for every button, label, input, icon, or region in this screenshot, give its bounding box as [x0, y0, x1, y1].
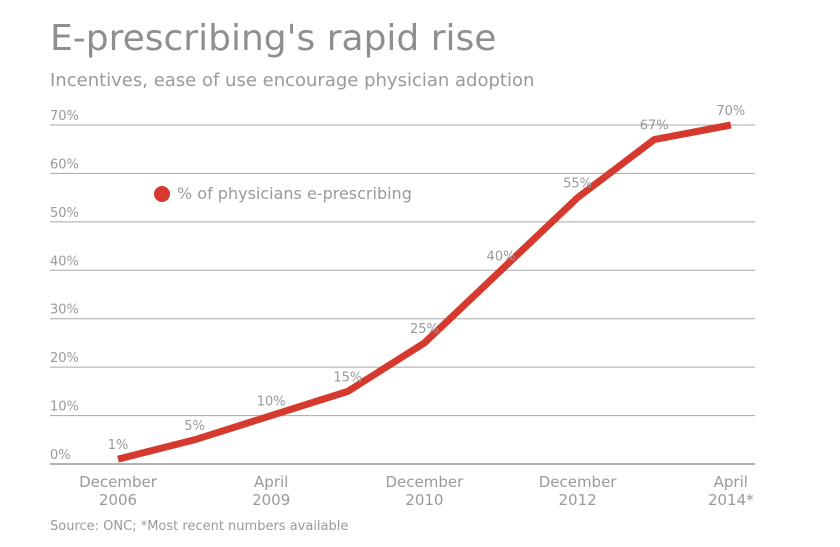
x-tick-label: 2014*: [708, 491, 754, 509]
series-line: [117, 121, 732, 463]
x-tick-label: April: [714, 473, 748, 491]
data-label: 55%: [563, 177, 592, 192]
data-label: 25%: [410, 322, 439, 337]
legend-marker: [154, 186, 170, 202]
legend-label: % of physicians e-prescribing: [177, 184, 412, 203]
x-tick-label: December: [79, 473, 158, 491]
x-tick-label: December: [539, 473, 618, 491]
x-tick-label: April: [254, 473, 288, 491]
y-tick-label: 10%: [50, 400, 79, 415]
y-tick-label: 70%: [50, 109, 79, 124]
y-tick-label: 40%: [50, 254, 79, 269]
chart-title: E-prescribing's rapid rise: [50, 18, 497, 59]
x-tick-label: 2009: [252, 491, 290, 509]
data-label: 15%: [333, 370, 362, 385]
y-tick-label: 20%: [50, 351, 79, 366]
chart-subtitle: Incentives, ease of use encourage physic…: [50, 70, 535, 91]
data-label: 5%: [184, 419, 205, 434]
source-note: Source: ONC; *Most recent numbers availa…: [50, 519, 349, 534]
y-tick-label: 50%: [50, 206, 79, 221]
data-label: 67%: [640, 119, 669, 134]
data-label: 1%: [108, 438, 129, 453]
x-tick-label: 2012: [559, 491, 597, 509]
y-tick-label: 30%: [50, 303, 79, 318]
data-label: 70%: [716, 104, 745, 119]
x-tick-label: 2006: [99, 491, 137, 509]
data-label: 40%: [487, 249, 516, 264]
data-label: 10%: [257, 395, 286, 410]
x-tick-label: 2010: [405, 491, 443, 509]
y-tick-label: 0%: [50, 448, 71, 463]
y-tick-label: 60%: [50, 157, 79, 172]
x-tick-label: December: [386, 473, 465, 491]
